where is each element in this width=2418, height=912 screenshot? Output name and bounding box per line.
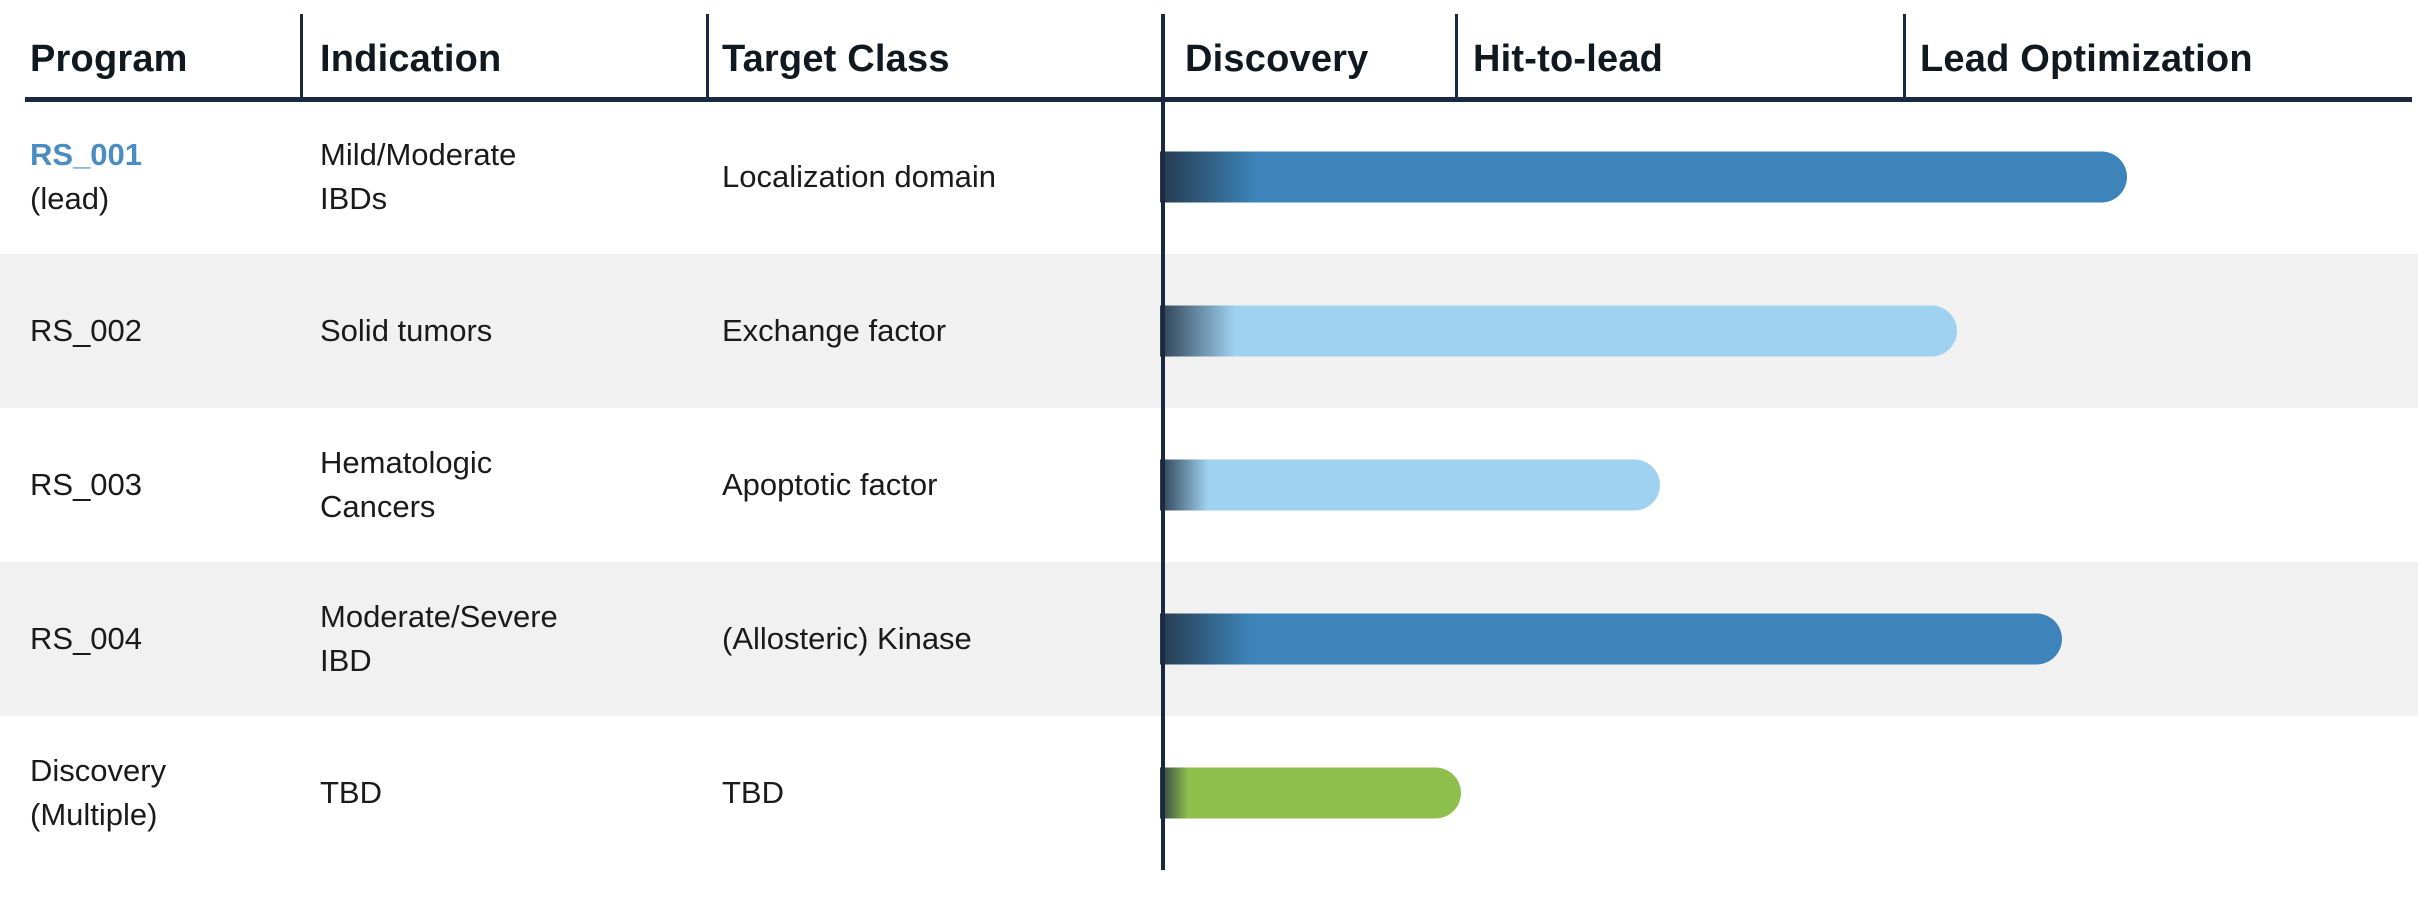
- header-divider: [706, 14, 709, 98]
- program-name: RS_002: [30, 313, 143, 348]
- target-class-cell: TBD: [722, 775, 784, 810]
- target-class-cell: Localization domain: [722, 159, 997, 194]
- header-underline: [25, 97, 2412, 102]
- header-divider: [1455, 14, 1458, 98]
- indication-cell: Moderate/Severe IBD: [320, 599, 558, 678]
- progress-bar: [1160, 459, 1660, 511]
- phase-axis-line: [1161, 14, 1165, 870]
- column-header-hit-to-lead: Hit-to-lead: [1473, 38, 1664, 80]
- program-name: RS_004: [30, 621, 143, 656]
- progress-bar: [1160, 305, 1957, 357]
- program-name: RS_003: [30, 467, 143, 502]
- column-header-lead-optimization: Lead Optimization: [1920, 38, 2253, 80]
- progress-bar: [1160, 151, 2127, 203]
- column-header-discovery: Discovery: [1185, 38, 1369, 80]
- header-divider: [300, 14, 303, 98]
- indication-cell: TBD: [320, 775, 382, 810]
- indication-cell: Hematologic Cancers: [320, 445, 493, 524]
- target-class-cell: (Allosteric) Kinase: [722, 621, 972, 656]
- program-cell: Discovery (Multiple): [30, 749, 280, 837]
- column-header-target-class: Target Class: [722, 38, 950, 80]
- target-class-cell: Apoptotic factor: [722, 467, 938, 502]
- pipeline-row: RS_001 (lead) Mild/Moderate IBDs Localiz…: [0, 100, 2418, 254]
- program-cell: RS_002: [30, 309, 280, 353]
- program-cell: RS_004: [30, 617, 280, 661]
- indication-cell: Mild/Moderate IBDs: [320, 137, 517, 216]
- pipeline-row: RS_003 Hematologic Cancers Apoptotic fac…: [0, 408, 2418, 562]
- progress-bar: [1160, 767, 1461, 819]
- column-header-indication: Indication: [320, 38, 502, 80]
- header-row: Program Indication Target Class Discover…: [0, 0, 2418, 102]
- indication-cell: Solid tumors: [320, 313, 493, 348]
- program-name: RS_001: [30, 137, 143, 172]
- pipeline-row: RS_004 Moderate/Severe IBD (Allosteric) …: [0, 562, 2418, 716]
- target-class-cell: Exchange factor: [722, 313, 947, 348]
- program-cell: RS_001 (lead): [30, 133, 280, 221]
- column-header-program: Program: [30, 38, 188, 80]
- progress-bar: [1160, 613, 2062, 665]
- header-divider: [1903, 14, 1906, 98]
- program-name: Discovery (Multiple): [30, 753, 167, 832]
- program-note: (lead): [30, 181, 110, 216]
- program-cell: RS_003: [30, 463, 280, 507]
- pipeline-row: RS_002 Solid tumors Exchange factor: [0, 254, 2418, 408]
- pipeline-row: Discovery (Multiple) TBD TBD: [0, 716, 2418, 870]
